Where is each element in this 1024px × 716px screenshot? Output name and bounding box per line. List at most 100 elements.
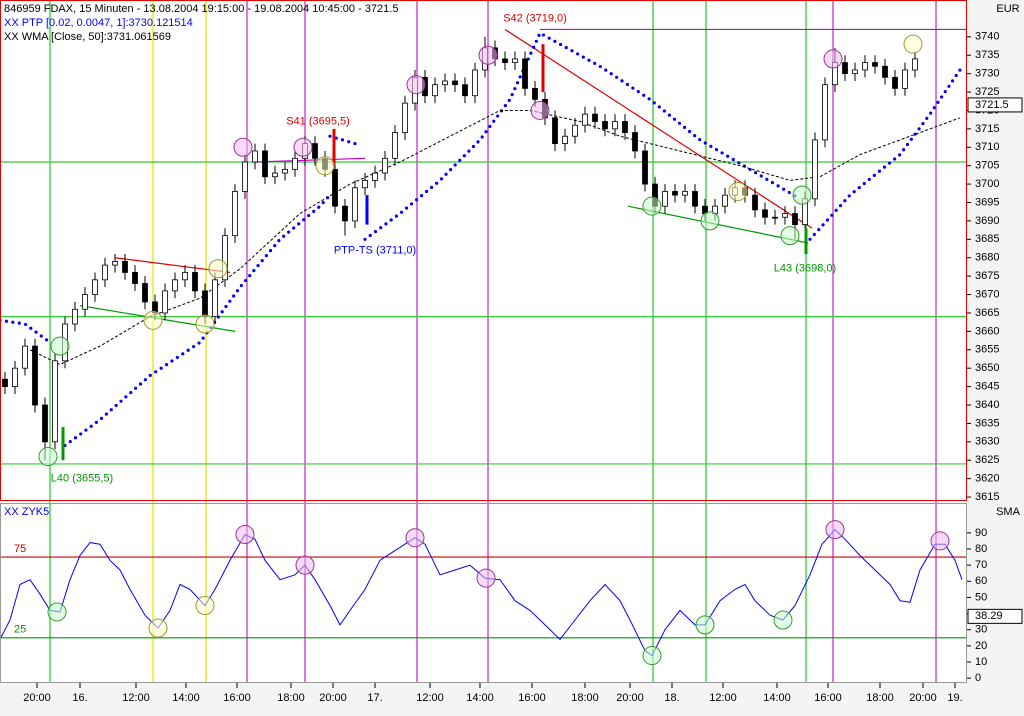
candle-body xyxy=(592,113,598,122)
candle-body xyxy=(512,58,518,63)
cycle-marker xyxy=(930,531,950,551)
candle-body xyxy=(192,272,198,292)
cycle-marker xyxy=(38,447,58,467)
candle-body xyxy=(602,121,608,130)
y-tick-label: 3650 xyxy=(975,362,999,374)
value-marker-label: 38.29 xyxy=(975,610,1003,622)
cycle-marker xyxy=(695,615,715,635)
candle-body xyxy=(52,360,58,443)
x-tick-label: 19. xyxy=(947,692,962,704)
candle-body xyxy=(912,58,918,71)
candle-body xyxy=(72,308,78,325)
y-tick-label: 3635 xyxy=(975,417,999,429)
legend-entry: XX PTP [0.02, 0.0047, 1]:3730.121514 xyxy=(4,17,193,29)
x-tick-label: 16:00 xyxy=(518,692,546,704)
trendline xyxy=(254,157,366,163)
candle-body xyxy=(902,69,908,89)
y-tick-label: 3630 xyxy=(975,436,999,448)
y-tick-label: 30 xyxy=(975,624,987,636)
level-label: 25 xyxy=(14,624,26,636)
candle-body xyxy=(202,290,208,318)
y-tick-label: 3730 xyxy=(975,68,999,80)
y-tick-label: 3690 xyxy=(975,215,999,227)
candle-body xyxy=(102,264,108,281)
cycle-marker xyxy=(235,524,255,544)
x-tick-label: 16. xyxy=(72,692,87,704)
candle-body xyxy=(372,172,378,181)
candle-body xyxy=(332,168,338,207)
x-tick-label: 16:00 xyxy=(814,692,842,704)
candle-body xyxy=(762,209,768,218)
y-tick-label: 10 xyxy=(975,656,987,668)
x-tick-label: 12:00 xyxy=(416,692,444,704)
y-tick-label: 3725 xyxy=(975,86,999,98)
y-tick-label: 3715 xyxy=(975,123,999,135)
cycle-marker xyxy=(208,259,228,279)
x-tick-label: 20:00 xyxy=(23,692,51,704)
candle-body xyxy=(822,84,828,141)
y-tick-label: 3700 xyxy=(975,178,999,190)
cycle-marker xyxy=(700,211,720,231)
x-tick-label: 14:00 xyxy=(466,692,494,704)
y-tick-label: 80 xyxy=(975,543,987,555)
cycle-marker xyxy=(476,568,496,588)
cycle-marker xyxy=(642,646,662,666)
candle-body xyxy=(392,132,398,159)
y-tick-label: 3670 xyxy=(975,288,999,300)
candle-body xyxy=(172,279,178,292)
candle-body xyxy=(642,150,648,185)
cycle-marker xyxy=(728,181,748,201)
indicator-panel-frame xyxy=(0,503,967,683)
candle-body xyxy=(242,161,248,192)
candle-body xyxy=(612,121,618,130)
level-label: 75 xyxy=(14,543,26,555)
cycle-marker xyxy=(780,226,800,246)
annotation: PTP-TS (3711,0) xyxy=(334,244,416,256)
y-tick-label: 70 xyxy=(975,559,987,571)
candle-body xyxy=(252,150,258,163)
candle-body xyxy=(462,84,468,97)
candle-body xyxy=(872,62,878,67)
candle-body xyxy=(182,272,188,281)
cycle-marker xyxy=(293,137,313,157)
candle-body xyxy=(222,235,228,281)
x-tick-label: 18:00 xyxy=(277,692,305,704)
candle-body xyxy=(162,290,168,314)
x-tick-label: 17. xyxy=(367,692,382,704)
candle-body xyxy=(892,76,898,89)
candle-body xyxy=(432,84,438,97)
cycle-marker xyxy=(773,610,793,630)
y-tick-label: 3620 xyxy=(975,473,999,485)
candle-body xyxy=(782,213,788,218)
cycle-marker xyxy=(903,34,923,54)
cycle-marker xyxy=(825,520,845,540)
candle-body xyxy=(852,69,858,75)
cycle-marker xyxy=(195,596,215,616)
candle-body xyxy=(2,378,8,387)
cycle-marker xyxy=(233,137,253,157)
cycle-marker xyxy=(405,528,425,548)
candle-body xyxy=(632,132,638,152)
axis-label: EUR xyxy=(996,3,1019,15)
cycle-marker xyxy=(823,49,843,69)
candle-body xyxy=(862,62,868,71)
cycle-marker xyxy=(478,45,498,65)
candle-body xyxy=(112,261,118,266)
candle-body xyxy=(532,87,538,100)
candle-body xyxy=(812,139,818,200)
y-tick-label: 3645 xyxy=(975,381,999,393)
wma-line xyxy=(29,110,961,366)
x-tick-label: 12:00 xyxy=(709,692,737,704)
y-tick-label: 3625 xyxy=(975,454,999,466)
candle-body xyxy=(382,157,388,174)
x-tick-label: 18:00 xyxy=(571,692,599,704)
x-tick-label: 20:00 xyxy=(909,692,937,704)
candle-body xyxy=(582,113,588,126)
chart-title: 846959 FDAX, 15 Minuten - 13.08.2004 19:… xyxy=(4,3,398,15)
candle-body xyxy=(32,345,38,406)
cycle-marker xyxy=(792,185,812,205)
annotation: L40 (3655,5) xyxy=(51,473,113,485)
indicator-name: XX ZYK5 xyxy=(4,506,49,518)
y-tick-label: 3680 xyxy=(975,252,999,264)
